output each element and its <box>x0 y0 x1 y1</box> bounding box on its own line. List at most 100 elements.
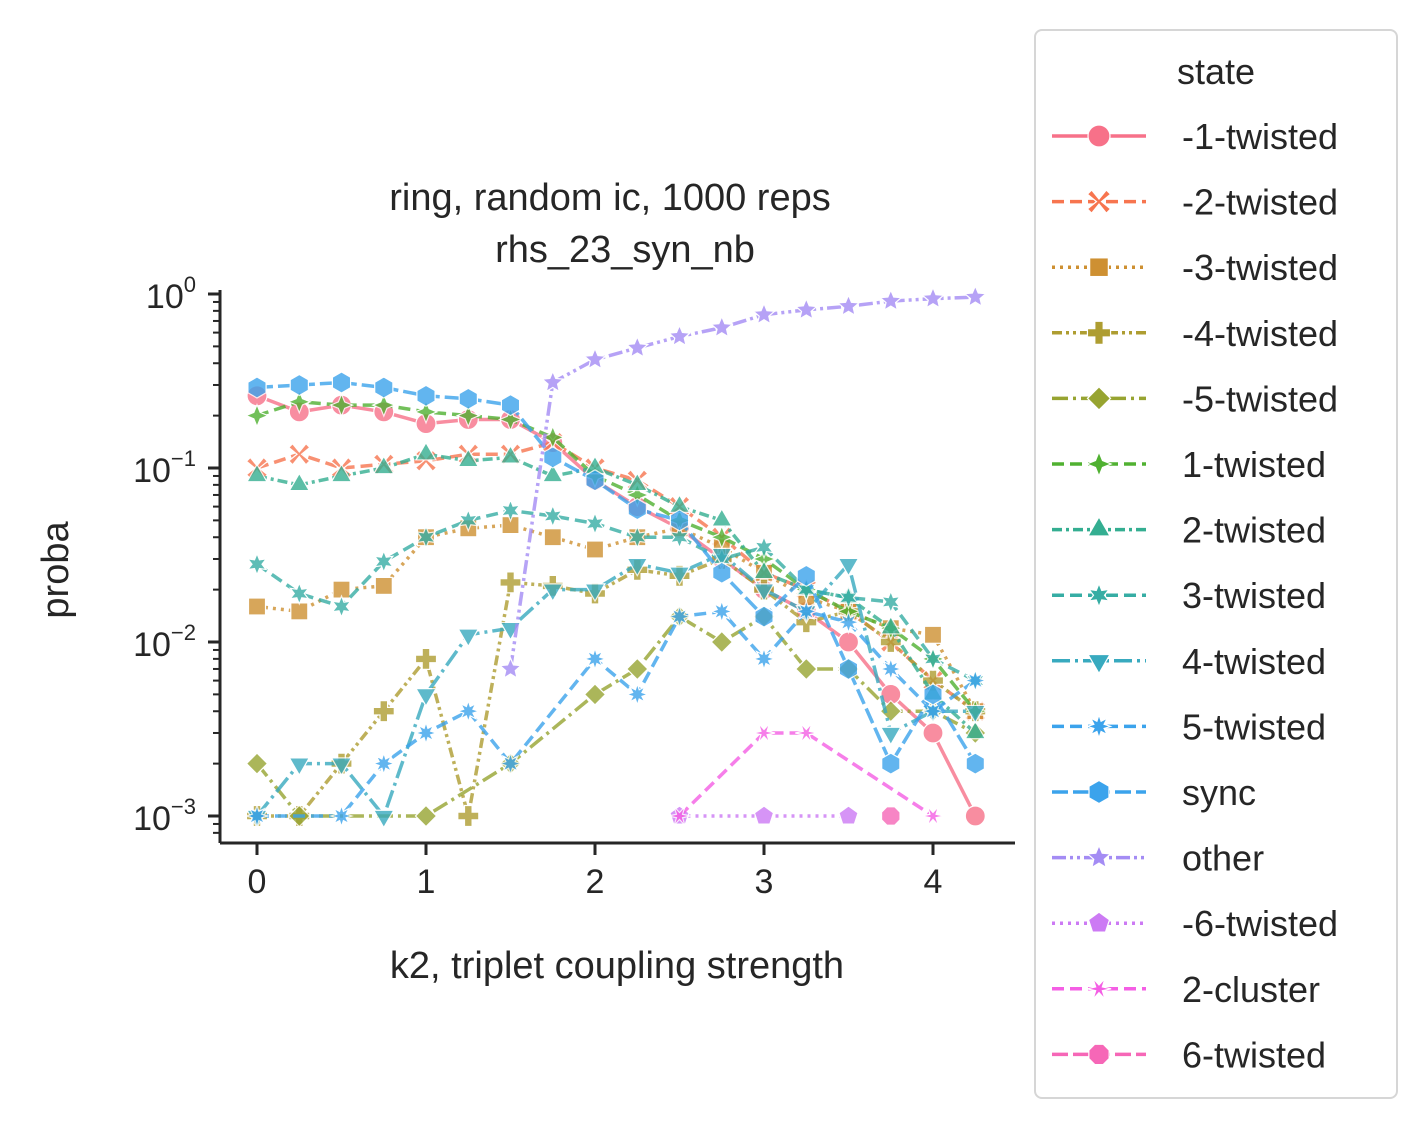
legend-item: -5-twisted <box>1052 378 1338 419</box>
y-tick-label: 10−2 <box>133 620 196 664</box>
data-point <box>710 547 733 567</box>
legend-label: 5-twisted <box>1182 706 1326 747</box>
data-point <box>836 293 861 317</box>
data-point <box>626 557 649 577</box>
series-2-twisted <box>246 441 987 740</box>
data-point <box>541 463 564 483</box>
data-point <box>879 615 902 635</box>
data-point <box>247 376 267 399</box>
legend-label: 3-twisted <box>1182 575 1326 616</box>
data-point <box>497 406 524 433</box>
data-point <box>712 561 732 584</box>
legend-item: -2-twisted <box>1052 182 1338 223</box>
data-point <box>244 403 270 429</box>
data-point <box>625 657 649 681</box>
series--6-twisted <box>669 805 859 825</box>
subtitle: rhs_23_syn_nb <box>495 229 755 271</box>
data-point <box>542 503 564 529</box>
data-point <box>287 442 311 466</box>
data-point <box>500 393 521 417</box>
data-point <box>543 528 562 547</box>
data-point <box>499 571 522 594</box>
data-point <box>540 369 565 393</box>
data-point <box>626 525 648 550</box>
data-point <box>458 387 478 410</box>
data-point <box>289 373 309 397</box>
data-point <box>246 552 268 577</box>
data-point <box>413 720 439 746</box>
data-point <box>457 448 480 468</box>
series-line <box>256 452 977 735</box>
series-2-cluster <box>668 723 945 826</box>
x-ticks: 0 1 2 3 4 <box>248 843 942 901</box>
data-point <box>836 609 861 635</box>
series-other <box>498 284 988 680</box>
legend-marker <box>1087 653 1111 675</box>
legend-marker <box>1087 582 1111 609</box>
legend-label: 6-twisted <box>1182 1034 1326 1075</box>
data-point <box>414 647 438 671</box>
data-point <box>584 511 606 536</box>
data-point <box>371 392 397 418</box>
legend-item: 3-twisted <box>1052 575 1326 616</box>
data-point <box>331 371 352 394</box>
data-point <box>627 498 647 521</box>
x-tick-label: 3 <box>755 863 774 901</box>
data-point <box>669 509 690 532</box>
data-point <box>922 722 944 744</box>
data-point <box>372 700 395 723</box>
legend-item: 2-cluster <box>1052 969 1320 1010</box>
legend-item: 2-twisted <box>1052 510 1326 551</box>
data-point <box>923 625 943 644</box>
y-ticks: 10−3 10−2 10−1 100 <box>133 272 220 838</box>
legend-label: -2-twisted <box>1182 182 1338 223</box>
legend-label: -4-twisted <box>1182 313 1338 354</box>
data-point <box>751 646 777 672</box>
data-point <box>669 525 690 550</box>
y-tick-label: 10−1 <box>133 446 196 490</box>
data-point <box>247 597 267 616</box>
data-point <box>962 668 988 694</box>
data-point <box>372 809 395 829</box>
data-point <box>793 598 819 624</box>
series-line <box>256 400 977 713</box>
data-point <box>245 752 269 775</box>
x-tick-label: 0 <box>248 863 267 901</box>
legend-marker <box>1087 515 1111 537</box>
data-point <box>753 560 775 580</box>
data-point <box>330 757 353 777</box>
plot-area <box>244 284 988 829</box>
legend-label: 2-twisted <box>1182 510 1326 551</box>
data-point <box>837 631 860 653</box>
data-point <box>582 646 608 672</box>
chart-title: ring, random ic, 1000 reps rhs_23_syn_nb <box>389 177 830 271</box>
legend-marker <box>1087 124 1111 148</box>
axes: 0 1 2 3 4 10−3 10−2 10−1 100 k2, triplet coupli… <box>35 272 1015 987</box>
data-point <box>416 384 436 407</box>
legend-item: sync <box>1052 772 1256 813</box>
data-point <box>838 585 859 610</box>
series--5-twisted <box>245 605 987 828</box>
data-point <box>374 576 393 596</box>
data-point <box>964 805 986 827</box>
series-line <box>255 552 976 818</box>
data-point <box>625 335 650 359</box>
legend-marker <box>1086 977 1112 1000</box>
series-6-twisted <box>880 806 901 826</box>
legend-item: 5-twisted <box>1052 706 1326 747</box>
data-point <box>921 806 945 826</box>
data-point <box>541 583 564 603</box>
data-point <box>329 803 354 829</box>
data-point <box>414 804 438 828</box>
data-point <box>415 688 437 708</box>
data-point <box>585 540 605 559</box>
data-point <box>794 297 819 321</box>
data-point <box>880 806 901 826</box>
data-point <box>499 444 522 464</box>
data-point <box>372 455 395 475</box>
x-tick-label: 2 <box>586 863 605 901</box>
data-point <box>668 806 691 826</box>
legend-marker <box>1086 843 1112 869</box>
legend-items: -1-twisted -2-twisted -3-twisted -4-twisted… <box>1052 116 1338 1075</box>
data-point <box>964 720 987 740</box>
